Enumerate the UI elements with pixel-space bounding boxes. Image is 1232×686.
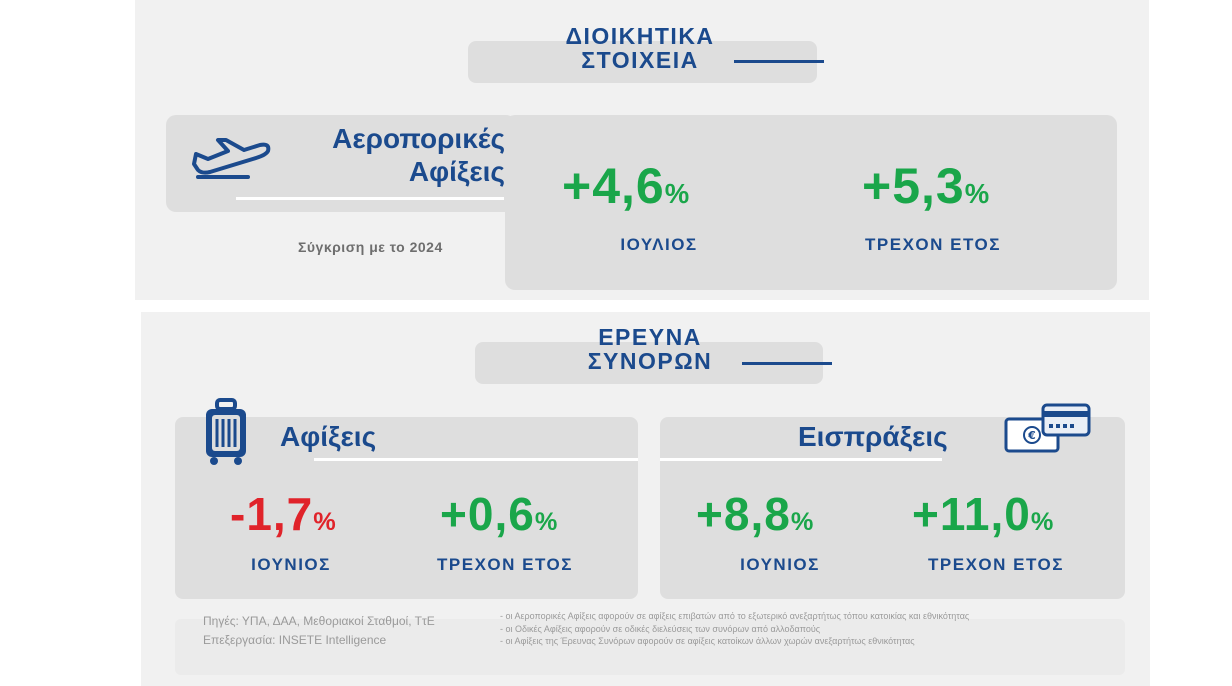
footer-sources: Πηγές: ΥΠΑ, ΔΑΑ, Μεθοριακοί Σταθμοί, ΤτΕ bbox=[203, 614, 435, 628]
airplane-icon bbox=[192, 138, 271, 179]
survey-header-line bbox=[742, 362, 832, 365]
survey-header-title: ΕΡΕΥΝΑ ΣΥΝΟΡΩΝ bbox=[587, 324, 713, 374]
footer-note: - οι Οδικές Αφίξεις αφορούν σε οδικές δι… bbox=[500, 623, 821, 634]
arrivals-month-label: ΙΟΥΝΙΟΣ bbox=[251, 555, 331, 574]
air-ytd-label: ΤΡΕΧΟΝ ΕΤΟΣ bbox=[865, 235, 1001, 254]
receipts-ytd-label: ΤΡΕΧΟΝ ΕΤΟΣ bbox=[928, 555, 1064, 574]
arrivals-month-value: -1,7% bbox=[230, 488, 336, 540]
admin-header-line bbox=[734, 60, 824, 63]
arrivals-ytd-label: ΤΡΕΧΟΝ ΕΤΟΣ bbox=[437, 555, 573, 574]
footer-note: - οι Αεροπορικές Αφίξεις αφορούν σε αφίξ… bbox=[500, 611, 970, 621]
admin-header-title: ΔΙΟΙΚΗΤΙΚΑ ΣΤΟΙΧΕΙΑ bbox=[565, 23, 715, 73]
air-arrivals-title: Αεροπορικές Αφίξεις bbox=[332, 123, 505, 187]
money-card-icon: € bbox=[1004, 403, 1091, 453]
air-arrivals-title-card bbox=[166, 115, 516, 212]
survey-arrivals-underline bbox=[314, 458, 638, 461]
air-month-label: ΙΟΥΛΙΟΣ bbox=[620, 235, 698, 254]
air-arrivals-stats-card bbox=[505, 115, 1117, 290]
footer-note: - οι Αφίξεις της Έρευνας Συνόρων αφορούν… bbox=[500, 636, 915, 646]
survey-arrivals-title: Αφίξεις bbox=[280, 421, 377, 452]
footer-notes: - οι Αεροπορικές Αφίξεις αφορούν σε αφίξ… bbox=[500, 610, 969, 648]
air-ytd-value: +5,3% bbox=[862, 158, 990, 214]
comparison-note: Σύγκριση με το 2024 bbox=[298, 239, 443, 255]
footer-box bbox=[175, 619, 1125, 675]
survey-arrivals-card bbox=[175, 417, 638, 599]
suitcase-icon bbox=[206, 398, 246, 465]
air-month-value: +4,6% bbox=[562, 158, 690, 214]
survey-receipts-underline bbox=[660, 458, 942, 461]
air-title-underline bbox=[236, 197, 504, 200]
survey-receipts-title: Εισπράξεις bbox=[798, 421, 948, 452]
footer-processing: Επεξεργασία: INSETE Intelligence bbox=[203, 633, 387, 647]
receipts-month-value: +8,8% bbox=[696, 488, 814, 540]
receipts-month-label: ΙΟΥΝΙΟΣ bbox=[740, 555, 820, 574]
svg-text:€: € bbox=[1027, 429, 1036, 442]
arrivals-ytd-value: +0,6% bbox=[440, 488, 558, 540]
receipts-ytd-value: +11,0% bbox=[912, 488, 1054, 540]
